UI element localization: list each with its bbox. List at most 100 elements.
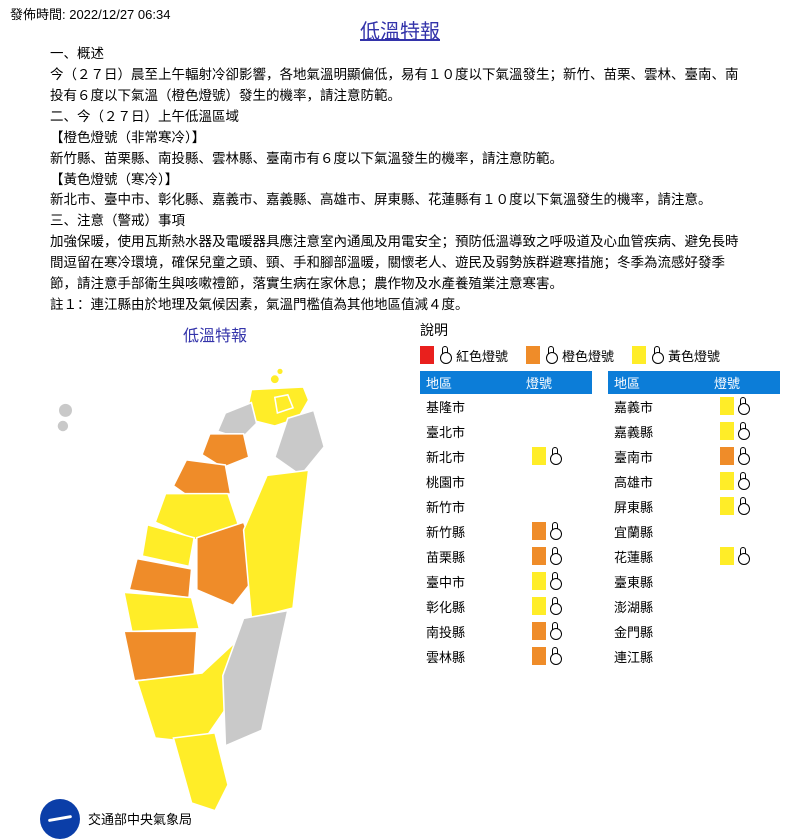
- region-name: 桃園市: [420, 472, 532, 491]
- table-row: 南投縣: [420, 619, 592, 644]
- thermometer-icon: [548, 597, 562, 615]
- map-islet: [59, 404, 72, 417]
- signal-swatch: [532, 547, 546, 565]
- table-row: 屏東縣: [608, 494, 780, 519]
- table-row: 臺中市: [420, 569, 592, 594]
- region-name: 新北市: [420, 447, 532, 466]
- map-region-taitung: [223, 611, 288, 746]
- taiwan-warning-map: [20, 348, 410, 816]
- bulletin-line: 新北市、臺中市、彰化縣、嘉義市、嘉義縣、高雄市、屏東縣、花蓮縣有１０度以下氣溫發…: [50, 190, 750, 211]
- legend-label: 紅色燈號: [456, 346, 508, 365]
- region-name: 南投縣: [420, 622, 532, 641]
- thermometer-icon: [736, 497, 750, 515]
- thermometer-icon: [736, 447, 750, 465]
- bulletin-line: 註１：連江縣由於地理及氣候因素，氣溫門檻值為其他地區值減４度。: [50, 295, 750, 316]
- table-row: 新竹市: [420, 494, 592, 519]
- signal-swatch: [720, 397, 734, 415]
- signal-swatch: [532, 597, 546, 615]
- legend-swatch: [420, 346, 434, 364]
- region-name: 連江縣: [608, 647, 720, 666]
- th-signal: 燈號: [708, 371, 780, 394]
- region-name: 宜蘭縣: [608, 522, 720, 541]
- bulletin-line: 二、今（２７日）上午低溫區域: [50, 107, 750, 128]
- region-name: 臺中市: [420, 572, 532, 591]
- thermometer-icon: [548, 647, 562, 665]
- table-row: 宜蘭縣: [608, 519, 780, 544]
- bulletin-line: 加強保暖，使用瓦斯熱水器及電暖器具應注意室內通風及用電安全；預防低溫導致之呼吸道…: [50, 232, 750, 295]
- table-row: 嘉義縣: [608, 419, 780, 444]
- signal-swatch: [720, 472, 734, 490]
- signal-swatch: [720, 547, 734, 565]
- signal-swatch: [532, 622, 546, 640]
- table-row: 澎湖縣: [608, 594, 780, 619]
- signal-table-left: 地區燈號基隆市臺北市新北市桃園市新竹市新竹縣苗栗縣臺中市彰化縣南投縣雲林縣: [420, 371, 592, 669]
- map-region-pingtung: [173, 733, 228, 811]
- legend-title: 說明: [420, 320, 780, 340]
- thermometer-icon: [548, 522, 562, 540]
- thermometer-icon: [736, 472, 750, 490]
- region-name: 嘉義縣: [608, 422, 720, 441]
- bulletin-line: 一、概述: [50, 44, 750, 65]
- legend-item: 紅色燈號: [420, 346, 508, 365]
- bulletin-line: 新竹縣、苗栗縣、南投縣、雲林縣、臺南市有６度以下氣溫發生的機率，請注意防範。: [50, 149, 750, 170]
- region-name: 臺南市: [608, 447, 720, 466]
- bulletin-line: 三、注意（警戒）事項: [50, 211, 750, 232]
- region-name: 彰化縣: [420, 597, 532, 616]
- signal-swatch: [532, 647, 546, 665]
- region-name: 新竹縣: [420, 522, 532, 541]
- table-row: 金門縣: [608, 619, 780, 644]
- table-row: 花蓮縣: [608, 544, 780, 569]
- legend-item: 黃色燈號: [632, 346, 720, 365]
- table-row: 桃園市: [420, 469, 592, 494]
- region-name: 臺北市: [420, 422, 532, 441]
- legend-item: 橙色燈號: [526, 346, 614, 365]
- legend-swatch: [526, 346, 540, 364]
- region-name: 雲林縣: [420, 647, 532, 666]
- map-region-hualien: [244, 470, 309, 618]
- region-name: 嘉義市: [608, 397, 720, 416]
- bulletin-line: 【黃色燈號（寒冷）】: [50, 170, 750, 191]
- region-name: 澎湖縣: [608, 597, 720, 616]
- thermometer-icon: [438, 346, 452, 364]
- table-row: 苗栗縣: [420, 544, 592, 569]
- thermometer-icon: [544, 346, 558, 364]
- cwb-logo-icon: [40, 799, 80, 839]
- region-name: 苗栗縣: [420, 547, 532, 566]
- map-region-tainan: [124, 631, 197, 680]
- table-row: 高雄市: [608, 469, 780, 494]
- signal-swatch: [532, 522, 546, 540]
- bulletin-line: 今（２７日）晨至上午輻射冷卻影響，各地氣溫明顯偏低，易有１０度以下氣溫發生；新竹…: [50, 65, 750, 107]
- map-islet: [277, 369, 282, 374]
- region-name: 新竹市: [420, 497, 532, 516]
- thermometer-icon: [548, 622, 562, 640]
- bulletin-content: 一、概述今（２７日）晨至上午輻射冷卻影響，各地氣溫明顯偏低，易有１０度以下氣溫發…: [0, 44, 800, 316]
- thermometer-icon: [548, 447, 562, 465]
- table-row: 新竹縣: [420, 519, 592, 544]
- region-name: 高雄市: [608, 472, 720, 491]
- table-row: 雲林縣: [420, 644, 592, 669]
- thermometer-icon: [736, 547, 750, 565]
- region-name: 臺東縣: [608, 572, 720, 591]
- table-row: 新北市: [420, 444, 592, 469]
- region-name: 金門縣: [608, 622, 720, 641]
- map-islet: [271, 375, 279, 383]
- signal-swatch: [720, 422, 734, 440]
- signal-swatch: [720, 497, 734, 515]
- signal-table-right: 地區燈號嘉義市嘉義縣臺南市高雄市屏東縣宜蘭縣花蓮縣臺東縣澎湖縣金門縣連江縣: [608, 371, 780, 669]
- region-name: 基隆市: [420, 397, 532, 416]
- signal-swatch: [720, 447, 734, 465]
- signal-swatch: [532, 572, 546, 590]
- legend-swatch: [632, 346, 646, 364]
- table-row: 彰化縣: [420, 594, 592, 619]
- thermometer-icon: [736, 422, 750, 440]
- thermometer-icon: [736, 397, 750, 415]
- region-name: 屏東縣: [608, 497, 720, 516]
- legend: 說明 紅色燈號 橙色燈號 黃色燈號: [420, 320, 780, 365]
- org-name: 交通部中央氣象局: [88, 809, 192, 828]
- table-row: 臺東縣: [608, 569, 780, 594]
- map-title: 低溫特報: [20, 322, 410, 346]
- table-row: 嘉義市: [608, 394, 780, 419]
- thermometer-icon: [548, 547, 562, 565]
- table-row: 基隆市: [420, 394, 592, 419]
- legend-label: 黃色燈號: [668, 346, 720, 365]
